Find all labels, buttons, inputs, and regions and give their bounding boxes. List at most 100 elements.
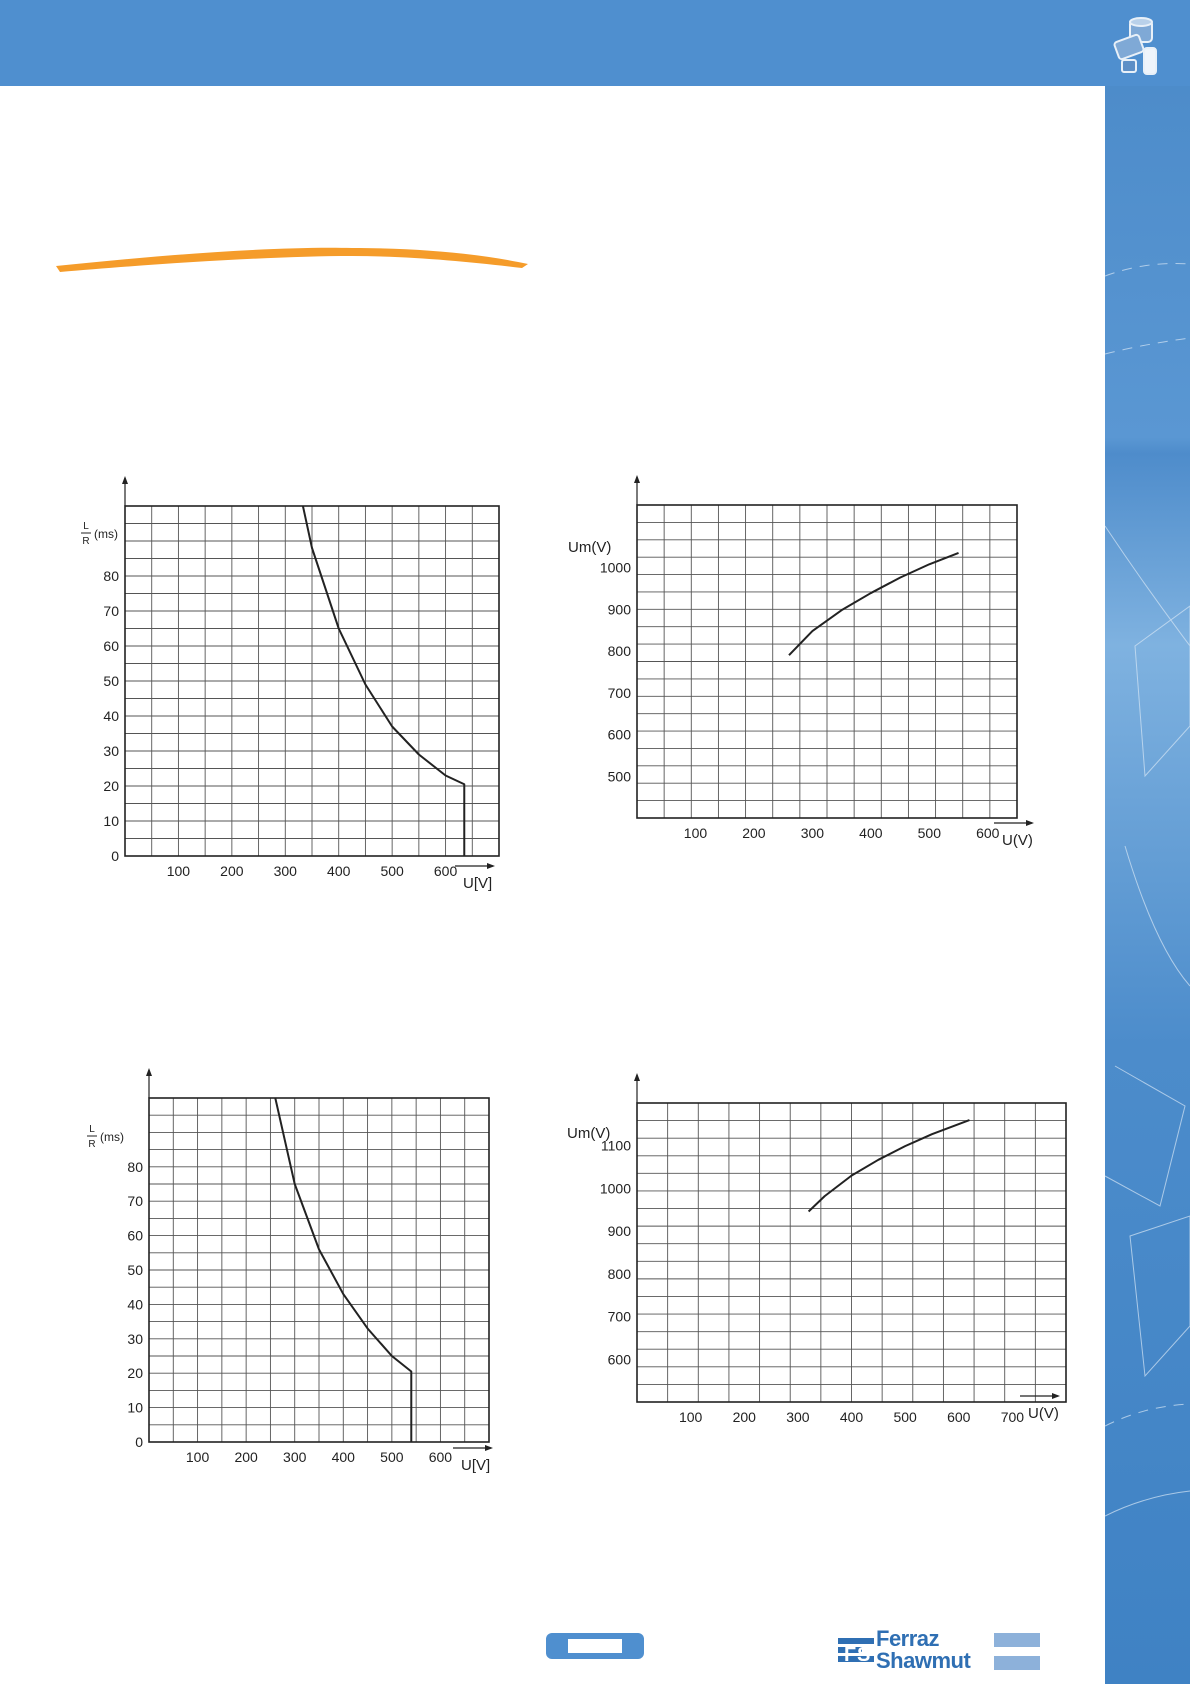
x-tick-label: 600 [429,1449,453,1465]
y-tick-label: 80 [103,568,119,584]
x-tick-label: 500 [380,863,404,879]
y-tick-label: 30 [103,743,119,759]
series-line [274,1097,413,1442]
x-axis-arrowhead [1026,820,1034,826]
y-tick-label: 800 [608,643,632,659]
y-tick-label: 70 [127,1193,143,1209]
series-line [301,505,466,856]
fs-logo-icon: F S [838,1638,874,1666]
y-tick-label: 10 [127,1400,143,1416]
y-tick-label: 60 [103,638,119,654]
y-tick-label: 60 [127,1228,143,1244]
logo-line2: Shawmut [876,1648,971,1673]
x-tick-label: 600 [434,863,458,879]
svg-text:F: F [844,1644,856,1666]
logo-line1: Ferraz [876,1626,940,1651]
x-tick-label: 100 [186,1449,210,1465]
y-axis-label: Um(V) [568,539,611,556]
x-axis-label: U(V) [1002,832,1033,849]
y-tick-label: 40 [127,1296,143,1312]
series-line [807,1119,970,1213]
ferraz-shawmut-logo: F S Ferraz Shawmut [838,1628,1042,1672]
accent-stroke [56,247,528,272]
y-tick-label: 1100 [601,1138,631,1154]
x-tick-label: 500 [893,1409,917,1425]
x-axis-label: U[V] [463,875,492,892]
y-axis-label-denominator: R [82,536,89,547]
fuse-icon [1113,17,1157,75]
y-tick-label: 500 [608,768,632,784]
y-tick-label: 30 [127,1331,143,1347]
y-tick-label: 70 [103,603,119,619]
y-tick-label: 10 [103,813,119,829]
chart-lr-vs-u-bottom: 100 200 300 400 500 600 0 10 20 30 40 50 60 70 80 U[V] L… [87,1068,493,1474]
x-axis-arrowhead [1052,1393,1060,1399]
x-tick-label: 200 [220,863,244,879]
y-tick-label: 40 [103,708,119,724]
plot-frame [148,1097,490,1443]
svg-text:S: S [857,1644,870,1666]
y-axis-label-unit: (ms) [100,1130,124,1144]
plot-frame [124,505,500,857]
header-bar [0,0,1190,86]
chart-um-vs-u-bottom: 100 200 300 400 500 600 700 600 700 800 900 1000 110… [567,1073,1067,1425]
y-axis-label-numerator: L [89,1124,95,1135]
series-line [788,552,959,656]
y-axis-label: Um(V) [567,1125,610,1142]
x-tick-label: 300 [274,863,298,879]
x-tick-label: 700 [1001,1409,1025,1425]
y-axis-arrowhead [122,476,128,484]
x-tick-label: 500 [380,1449,404,1465]
x-tick-label: 200 [733,1409,757,1425]
y-tick-label: 1000 [600,560,631,576]
y-tick-label: 50 [103,673,119,689]
x-tick-label: 400 [327,863,351,879]
sidebar-decoration [1105,86,1190,1684]
x-tick-label: 200 [234,1449,258,1465]
logo-bar [994,1633,1040,1647]
y-axis-arrowhead [634,1073,640,1081]
y-tick-label: 0 [135,1434,143,1450]
x-axis-label: U(V) [1028,1405,1059,1422]
y-tick-label: 900 [608,601,632,617]
y-tick-label: 20 [127,1365,143,1381]
y-axis-label-denominator: R [88,1139,95,1150]
y-tick-label: 900 [608,1223,632,1239]
y-tick-label: 700 [608,685,632,701]
x-tick-label: 300 [283,1449,307,1465]
y-axis-label-unit: (ms) [94,527,118,541]
plot-frame [636,1102,1067,1403]
x-tick-label: 100 [679,1409,703,1425]
y-axis-arrowhead [146,1068,152,1076]
y-tick-label: 600 [608,1351,632,1367]
y-tick-label: 700 [608,1309,632,1325]
y-tick-label: 0 [111,848,119,864]
y-tick-label: 50 [127,1262,143,1278]
y-tick-label: 800 [608,1266,632,1282]
x-tick-label: 500 [918,825,942,841]
chart-lr-vs-u-top: 100 200 300 400 500 600 0 10 20 30 40 50 60 70 80 U[V] L… [81,476,500,892]
x-tick-label: 300 [786,1409,810,1425]
plot-frame [636,504,1018,819]
x-axis-arrowhead [485,1445,493,1451]
y-tick-label: 1000 [600,1180,631,1196]
x-tick-label: 100 [684,825,708,841]
page-number-tab [546,1633,644,1659]
x-tick-label: 600 [947,1409,971,1425]
x-tick-label: 100 [167,863,191,879]
x-axis-arrowhead [487,863,495,869]
x-tick-label: 400 [859,825,883,841]
x-tick-label: 400 [840,1409,864,1425]
x-tick-label: 600 [976,825,1000,841]
y-tick-label: 80 [127,1159,143,1175]
x-axis-label: U[V] [461,1457,490,1474]
logo-bar [994,1656,1040,1670]
x-tick-label: 400 [332,1449,356,1465]
chart-um-vs-u-top: 100 200 300 400 500 600 500 600 700 800 900 1000 U(V… [568,475,1034,849]
y-axis-arrowhead [634,475,640,483]
y-tick-label: 20 [103,778,119,794]
y-axis-label-numerator: L [83,521,89,532]
x-tick-label: 300 [801,825,825,841]
y-tick-label: 600 [608,727,632,743]
